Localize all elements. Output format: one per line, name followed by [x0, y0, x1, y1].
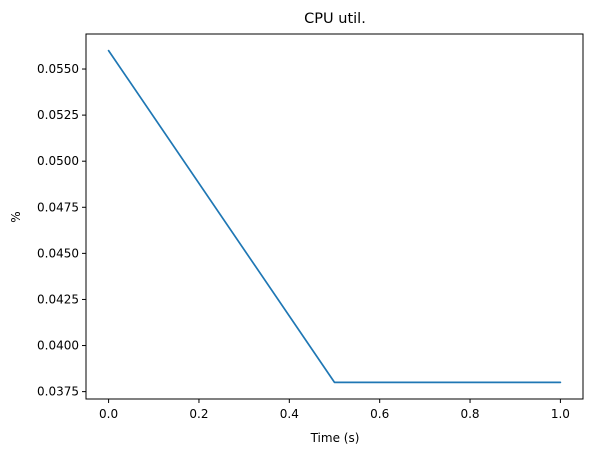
series-layer: [107, 49, 562, 384]
y-axis: 0.0375 0.0400 0.0425 0.0450 0.0475 0.0500 0.05…: [37, 62, 86, 399]
x-axis-label: Time (s): [310, 431, 360, 445]
x-tick-label: 0.4: [280, 407, 299, 421]
y-tick-label: 0.0450: [37, 246, 79, 260]
x-axis: 0.0 0.2 0.4 0.6 0.8 1.0: [99, 399, 570, 421]
y-tick-label: 0.0550: [37, 62, 79, 76]
series-line: [107, 49, 562, 384]
y-tick-label: 0.0525: [37, 108, 79, 122]
y-tick-label: 0.0425: [37, 292, 79, 306]
y-tick-label: 0.0400: [37, 339, 79, 353]
y-tick-label: 0.0500: [37, 154, 79, 168]
x-tick-label: 0.6: [370, 407, 389, 421]
x-tick-label: 1.0: [551, 407, 570, 421]
y-tick-label: 0.0375: [37, 385, 79, 399]
x-tick-label: 0.8: [460, 407, 479, 421]
x-tick-label: 0.2: [189, 407, 208, 421]
y-tick-label: 0.0475: [37, 200, 79, 214]
plot-frame: [85, 33, 584, 400]
y-axis-label: %: [9, 211, 23, 222]
x-tick-label: 0.0: [99, 407, 118, 421]
chart-title: CPU util.: [304, 11, 366, 27]
